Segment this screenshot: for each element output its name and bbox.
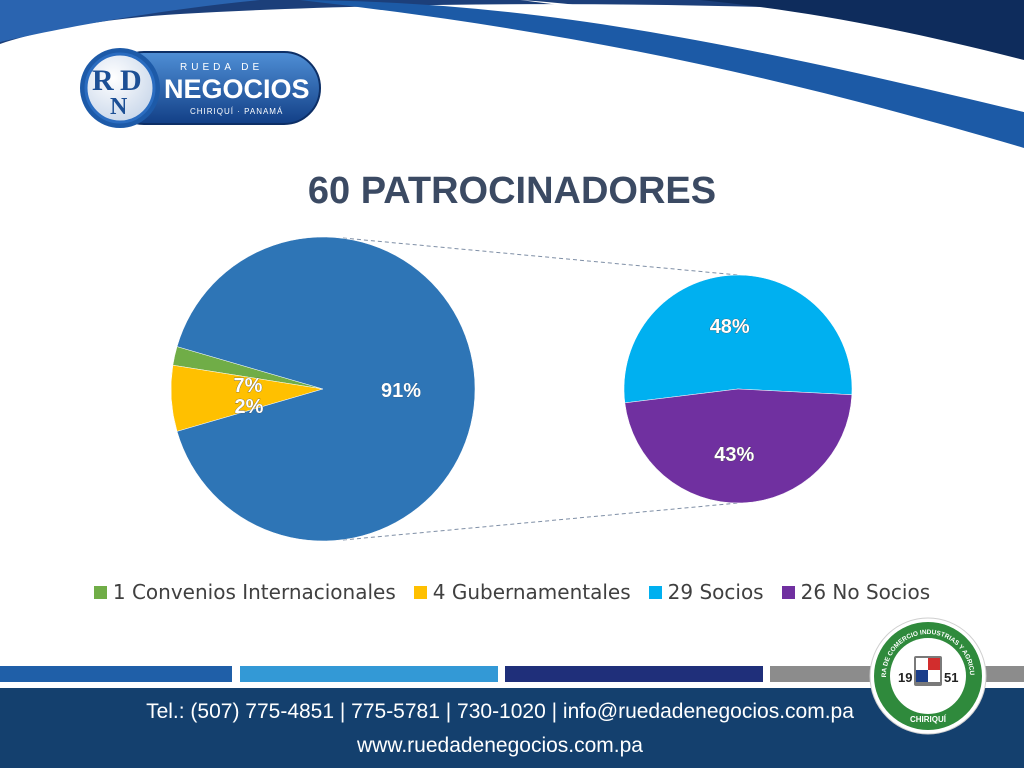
footer-band: [0, 688, 1024, 768]
connector-line: [342, 237, 739, 276]
legend-label: 26 No Socios: [800, 580, 931, 604]
data-label: 43%: [714, 444, 754, 466]
svg-text:RUEDA DE: RUEDA DE: [180, 62, 263, 73]
legend-swatch: [413, 585, 427, 599]
legend-label: 29 Socios: [667, 580, 764, 604]
svg-text:CHIRIQUÍ: CHIRIQUÍ: [910, 715, 947, 724]
header-decoration: [0, 0, 1024, 148]
svg-text:19: 19: [898, 670, 912, 685]
camara-de-comercio-seal: 19 51 CÁMARA DE COMERCIO INDUSTRIAS Y AG…: [868, 616, 987, 735]
legend-label: 1 Convenios Internacionales: [112, 580, 396, 604]
pie-of-pie-chart: 91% 7%2% 48% 43%: [170, 236, 853, 542]
legend-swatch: [93, 585, 107, 599]
rueda-de-negocios-logo: R D N RUEDA DE NEGOCIOS CHIRIQUÍ · PANAM…: [80, 48, 321, 128]
secondary-pie-slice: [623, 274, 853, 404]
svg-text:R: R: [92, 64, 114, 97]
data-label: 91%: [381, 380, 421, 402]
data-label: 2%: [235, 396, 264, 418]
data-label: 7%: [234, 375, 263, 397]
svg-text:N: N: [110, 94, 128, 120]
main-pie-slice: [176, 236, 476, 542]
svg-text:NEGOCIOS: NEGOCIOS: [164, 74, 310, 104]
legend-item: 29 Socios: [648, 580, 764, 604]
legend-item: 1 Convenios Internacionales: [93, 580, 396, 604]
svg-text:51: 51: [944, 670, 958, 685]
legend-item: 26 No Socios: [781, 580, 931, 604]
footer-contact: Tel.: (507) 775-4851 | 775-5781 | 730-10…: [146, 700, 854, 723]
svg-text:CHIRIQUÍ · PANAMÁ: CHIRIQUÍ · PANAMÁ: [190, 107, 283, 116]
svg-text:D: D: [120, 64, 142, 97]
legend-swatch: [648, 585, 662, 599]
legend-label: 4 Gubernamentales: [432, 580, 631, 604]
legend-item: 4 Gubernamentales: [413, 580, 631, 604]
legend-swatch: [781, 585, 795, 599]
connector-line: [342, 502, 739, 541]
chart-legend: 1 Convenios Internacionales 4 Gubernament…: [0, 580, 1024, 604]
footer-website: www.ruedadenegocios.com.pa: [356, 734, 643, 757]
chart-title: 60 PATROCINADORES: [307, 170, 717, 212]
secondary-pie-slice: [624, 388, 853, 504]
data-label: 48%: [710, 316, 750, 338]
